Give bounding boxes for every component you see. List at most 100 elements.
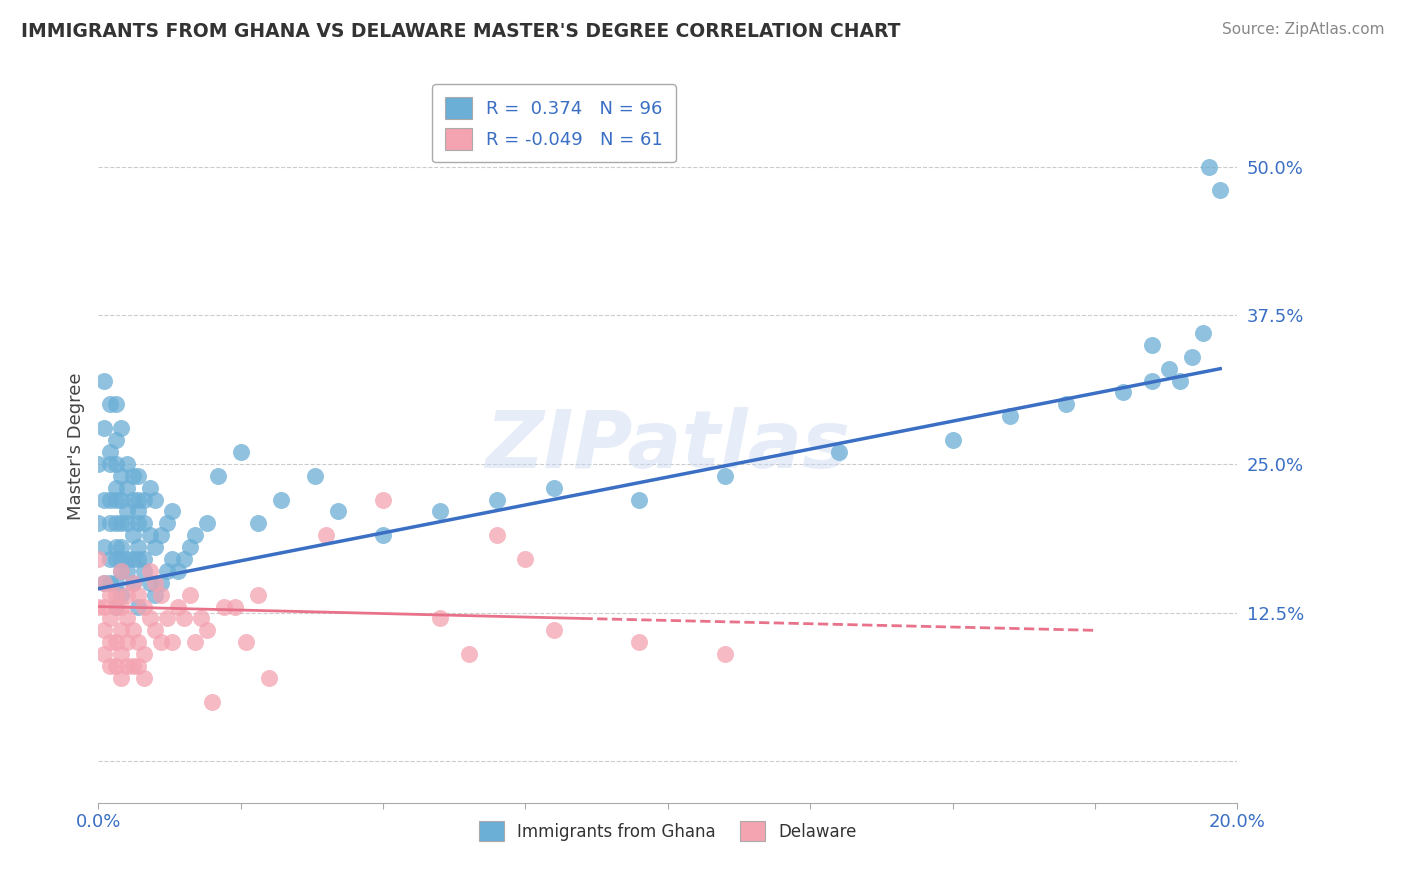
Point bbox=[184, 528, 207, 542]
Point bbox=[145, 540, 167, 554]
Point bbox=[98, 588, 121, 602]
Text: IMMIGRANTS FROM GHANA VS DELAWARE MASTER'S DEGREE CORRELATION CHART: IMMIGRANTS FROM GHANA VS DELAWARE MASTER… bbox=[21, 22, 901, 41]
Point bbox=[98, 457, 121, 471]
Point bbox=[98, 397, 121, 411]
Point bbox=[145, 575, 167, 590]
Point bbox=[110, 468, 132, 483]
Point bbox=[1192, 326, 1215, 340]
Point bbox=[138, 575, 160, 590]
Point bbox=[127, 552, 149, 566]
Point bbox=[104, 599, 127, 614]
Point bbox=[115, 564, 138, 578]
Point bbox=[173, 611, 195, 625]
Point bbox=[110, 540, 132, 554]
Point bbox=[121, 624, 143, 638]
Point bbox=[429, 611, 451, 625]
Point bbox=[150, 588, 173, 602]
Point bbox=[132, 564, 155, 578]
Point bbox=[150, 528, 173, 542]
Point bbox=[104, 433, 127, 447]
Point bbox=[104, 552, 127, 566]
Point bbox=[714, 468, 737, 483]
Point bbox=[104, 599, 127, 614]
Point bbox=[115, 504, 138, 518]
Point bbox=[110, 516, 132, 531]
Point bbox=[110, 624, 132, 638]
Point bbox=[115, 635, 138, 649]
Point bbox=[127, 492, 149, 507]
Point bbox=[121, 468, 143, 483]
Point bbox=[110, 647, 132, 661]
Point bbox=[145, 492, 167, 507]
Legend: Immigrants from Ghana, Delaware: Immigrants from Ghana, Delaware bbox=[472, 814, 863, 848]
Point bbox=[127, 540, 149, 554]
Point bbox=[127, 659, 149, 673]
Point bbox=[115, 659, 138, 673]
Point bbox=[104, 588, 127, 602]
Point bbox=[515, 552, 537, 566]
Point bbox=[110, 552, 132, 566]
Point bbox=[121, 552, 143, 566]
Point bbox=[195, 516, 218, 531]
Point bbox=[138, 611, 160, 625]
Point bbox=[110, 564, 132, 578]
Point bbox=[127, 504, 149, 518]
Point bbox=[93, 647, 115, 661]
Point bbox=[127, 588, 149, 602]
Point bbox=[167, 564, 190, 578]
Point bbox=[87, 599, 110, 614]
Point bbox=[121, 575, 143, 590]
Point bbox=[93, 374, 115, 388]
Point bbox=[98, 516, 121, 531]
Point bbox=[104, 457, 127, 471]
Point bbox=[1157, 361, 1180, 376]
Point bbox=[326, 504, 349, 518]
Point bbox=[132, 552, 155, 566]
Point bbox=[828, 445, 851, 459]
Point bbox=[121, 528, 143, 542]
Point bbox=[110, 492, 132, 507]
Point bbox=[1181, 350, 1204, 364]
Point bbox=[1140, 374, 1163, 388]
Point bbox=[132, 599, 155, 614]
Point bbox=[115, 611, 138, 625]
Point bbox=[184, 635, 207, 649]
Point bbox=[98, 575, 121, 590]
Point bbox=[87, 516, 110, 531]
Point bbox=[486, 492, 509, 507]
Point bbox=[93, 575, 115, 590]
Point bbox=[1112, 385, 1135, 400]
Point bbox=[127, 468, 149, 483]
Point bbox=[104, 575, 127, 590]
Point bbox=[145, 588, 167, 602]
Point bbox=[373, 528, 395, 542]
Point bbox=[373, 492, 395, 507]
Point bbox=[156, 516, 179, 531]
Point bbox=[104, 516, 127, 531]
Point bbox=[110, 421, 132, 435]
Point bbox=[127, 635, 149, 649]
Point bbox=[150, 635, 173, 649]
Point bbox=[246, 516, 269, 531]
Point bbox=[179, 588, 201, 602]
Point bbox=[457, 647, 479, 661]
Point bbox=[195, 624, 218, 638]
Point bbox=[115, 552, 138, 566]
Point bbox=[110, 599, 132, 614]
Point bbox=[543, 624, 565, 638]
Point bbox=[145, 624, 167, 638]
Point bbox=[104, 481, 127, 495]
Point bbox=[132, 516, 155, 531]
Point bbox=[259, 671, 281, 685]
Point bbox=[121, 492, 143, 507]
Point bbox=[162, 504, 184, 518]
Point bbox=[98, 552, 121, 566]
Point bbox=[87, 552, 110, 566]
Point bbox=[162, 635, 184, 649]
Point bbox=[543, 481, 565, 495]
Point bbox=[315, 528, 337, 542]
Point bbox=[98, 611, 121, 625]
Point bbox=[167, 599, 190, 614]
Point bbox=[212, 599, 235, 614]
Point bbox=[162, 552, 184, 566]
